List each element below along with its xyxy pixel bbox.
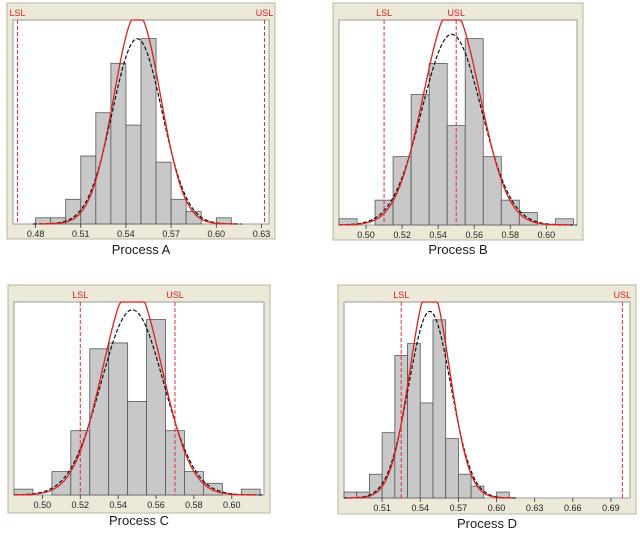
- histogram-bar: [146, 319, 166, 496]
- x-tick-label: 0.69: [602, 503, 620, 513]
- histogram-bar: [554, 218, 574, 226]
- within-fit-curve: [346, 301, 513, 499]
- histogram-panel-process-d: LSL USL 0.51 0.54 0.57 0.60 0.63 0.66 0.69: [337, 284, 637, 515]
- histogram-panel-process-b: LSL USL 0.50 0.52 0.54 0.56 0.58 0.60: [332, 2, 584, 241]
- within-fit-curve: [13, 301, 256, 496]
- x-tick-label: 0.50: [357, 230, 375, 240]
- x-tick-label: 0.60: [488, 503, 506, 513]
- histogram-bar: [170, 198, 187, 225]
- chart-title-process-a: Process A: [111, 242, 171, 257]
- histogram-chart-process-b: LSL USL 0.50 0.52 0.54 0.56 0.58 0.60: [332, 2, 584, 241]
- spec-limit-label-lsl: LSL: [376, 8, 392, 18]
- x-tick-label: 0.54: [117, 229, 135, 239]
- overall-fit-curve: [338, 33, 577, 226]
- histogram-bar: [140, 38, 157, 225]
- x-tick-label: 0.56: [465, 230, 483, 240]
- x-tick-label: 0.54: [429, 230, 447, 240]
- x-tick-label: 0.60: [223, 500, 241, 510]
- histogram-bar: [80, 155, 97, 225]
- overall-fit-curve: [13, 309, 264, 496]
- histogram-chart-process-c: LSL USL 0.50 0.52 0.54 0.56 0.58 0.60: [7, 284, 271, 514]
- spec-limit-label-usl: USL: [166, 290, 184, 300]
- chart-title-process-c: Process C: [109, 513, 169, 528]
- histogram-bar: [432, 319, 447, 499]
- spec-limit-label-lsl: LSL: [10, 8, 26, 18]
- x-tick-label: 0.48: [27, 229, 45, 239]
- histogram-bar: [500, 199, 520, 226]
- x-tick-label: 0.66: [564, 503, 582, 513]
- spec-limit-label-usl: USL: [256, 8, 274, 18]
- histogram-bar: [127, 401, 147, 496]
- x-tick-label: 0.63: [253, 229, 271, 239]
- x-tick-label: 0.54: [109, 500, 127, 510]
- spec-limit-label-lsl: LSL: [72, 290, 88, 300]
- x-tick-label: 0.54: [412, 503, 430, 513]
- histogram-bar: [458, 473, 472, 499]
- x-tick-label: 0.50: [34, 500, 52, 510]
- histogram-chart-process-d: LSL USL 0.51 0.54 0.57 0.60 0.63 0.66 0.69: [337, 284, 637, 515]
- histogram-panel-process-c: LSL USL 0.50 0.52 0.54 0.56 0.58 0.60: [7, 284, 271, 514]
- x-tick-label: 0.63: [526, 503, 544, 513]
- overall-fit-curve: [32, 38, 242, 225]
- histogram-bar: [518, 212, 538, 226]
- histogram-bar: [482, 156, 502, 226]
- histogram-bar: [35, 217, 52, 225]
- x-tick-label: 0.52: [72, 500, 90, 510]
- x-tick-label: 0.57: [162, 229, 180, 239]
- chart-title-process-b: Process B: [428, 242, 488, 257]
- histogram-bar: [89, 348, 110, 496]
- histogram-bar: [202, 482, 223, 496]
- histogram-bar: [65, 198, 82, 225]
- x-tick-label: 0.57: [450, 503, 468, 513]
- histogram-chart-process-a: LSL USL 0.48 0.51 0.54 0.57 0.60 0.63: [6, 2, 276, 240]
- histogram-bar: [343, 491, 358, 499]
- spec-limit-label-usl: USL: [447, 8, 465, 18]
- histogram-bar: [381, 432, 396, 499]
- x-tick-label: 0.51: [72, 229, 90, 239]
- histogram-bar: [407, 343, 421, 499]
- within-fit-curve: [39, 19, 236, 225]
- histogram-bar: [125, 124, 142, 225]
- within-fit-curve: [338, 19, 570, 226]
- x-tick-label: 0.60: [538, 230, 556, 240]
- chart-title-process-d: Process D: [457, 516, 517, 531]
- histogram-bar: [419, 402, 434, 499]
- histogram-bar: [184, 471, 204, 496]
- spec-limit-label-lsl: LSL: [393, 290, 409, 300]
- x-tick-label: 0.56: [147, 500, 165, 510]
- x-tick-label: 0.58: [502, 230, 520, 240]
- histogram-bar: [392, 156, 412, 226]
- histogram-bar: [445, 438, 459, 499]
- x-tick-label: 0.60: [208, 229, 226, 239]
- spec-limit-label-usl: USL: [614, 290, 632, 300]
- overall-fit-curve: [343, 310, 518, 499]
- histogram-bar: [428, 63, 448, 226]
- histogram-panel-process-a: LSL USL 0.48 0.51 0.54 0.57 0.60 0.63: [6, 2, 276, 240]
- x-tick-label: 0.58: [185, 500, 203, 510]
- histogram-bar: [155, 161, 172, 225]
- histogram-bar: [108, 342, 129, 496]
- x-tick-label: 0.51: [373, 503, 391, 513]
- x-tick-label: 0.52: [393, 230, 411, 240]
